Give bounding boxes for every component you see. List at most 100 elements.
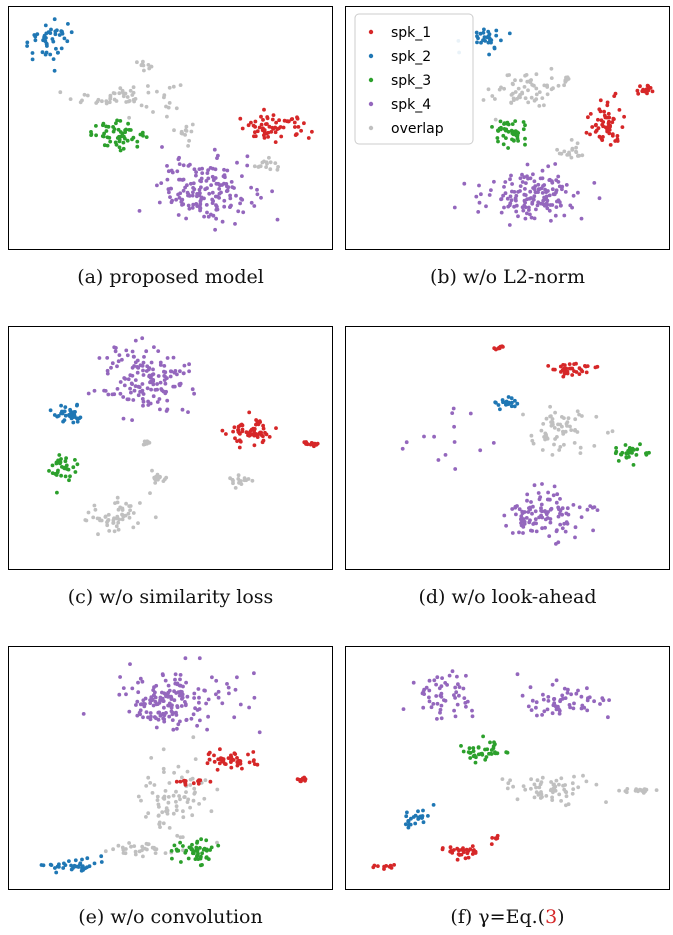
point-overlap bbox=[126, 511, 131, 516]
point-spk-4 bbox=[194, 170, 199, 175]
point-overlap bbox=[164, 104, 168, 109]
point-spk-4 bbox=[197, 193, 202, 198]
point-spk-4 bbox=[411, 680, 416, 685]
point-spk-1 bbox=[218, 747, 222, 752]
point-spk-2 bbox=[80, 857, 84, 862]
point-spk-1 bbox=[465, 851, 470, 856]
point-overlap bbox=[85, 93, 90, 98]
point-spk-4 bbox=[174, 197, 179, 202]
point-overlap bbox=[540, 795, 544, 799]
point-spk-4 bbox=[542, 203, 547, 208]
point-overlap bbox=[534, 785, 538, 790]
point-spk-3 bbox=[204, 847, 209, 852]
point-spk-2 bbox=[474, 30, 479, 35]
point-spk-4 bbox=[527, 506, 531, 510]
point-overlap bbox=[186, 797, 191, 802]
plot-frame bbox=[345, 326, 670, 570]
equation-ref-link[interactable]: 3 bbox=[545, 906, 558, 928]
point-spk-2 bbox=[504, 401, 509, 405]
point-spk-4 bbox=[564, 511, 569, 516]
point-spk-4 bbox=[501, 193, 505, 198]
point-overlap bbox=[513, 78, 517, 83]
point-overlap bbox=[571, 787, 576, 791]
point-spk-4 bbox=[162, 691, 167, 696]
plot-frame bbox=[8, 326, 333, 570]
point-spk-2 bbox=[498, 407, 502, 412]
point-spk-4 bbox=[570, 205, 574, 210]
point-spk-4 bbox=[206, 697, 211, 702]
point-spk-3 bbox=[124, 127, 128, 132]
point-overlap bbox=[184, 124, 189, 129]
point-overlap bbox=[541, 422, 546, 426]
legend-marker-spk-1 bbox=[368, 29, 374, 35]
point-spk-2 bbox=[482, 35, 487, 40]
point-spk-4 bbox=[222, 167, 226, 172]
point-spk-1 bbox=[273, 140, 278, 145]
point-spk-4 bbox=[597, 196, 602, 201]
point-spk-4 bbox=[525, 492, 530, 497]
point-spk-4 bbox=[147, 715, 152, 720]
point-overlap bbox=[82, 92, 87, 97]
point-spk-3 bbox=[468, 756, 473, 760]
point-spk-4 bbox=[515, 504, 519, 508]
point-spk-1 bbox=[585, 364, 590, 368]
point-overlap bbox=[167, 101, 172, 105]
point-spk-4 bbox=[576, 190, 580, 195]
cluster-spk-1 bbox=[584, 91, 626, 147]
point-spk-2 bbox=[62, 861, 66, 866]
cluster-spk-4 bbox=[400, 406, 496, 471]
point-spk-4 bbox=[133, 378, 138, 382]
point-spk-3 bbox=[100, 134, 105, 139]
cluster-spk-1 bbox=[220, 410, 278, 450]
point-spk-2 bbox=[43, 23, 48, 28]
point-spk-1 bbox=[240, 766, 244, 771]
point-spk-1 bbox=[249, 120, 253, 125]
point-overlap bbox=[275, 167, 280, 172]
point-spk-4 bbox=[170, 718, 175, 722]
point-overlap bbox=[131, 85, 136, 90]
point-spk-3 bbox=[67, 478, 71, 483]
point-spk-1 bbox=[590, 125, 595, 129]
point-spk-3 bbox=[499, 125, 503, 130]
point-overlap bbox=[120, 845, 125, 850]
point-spk-1 bbox=[551, 367, 556, 372]
point-spk-1 bbox=[455, 857, 460, 862]
point-spk-4 bbox=[539, 502, 544, 507]
point-spk-4 bbox=[134, 703, 138, 707]
point-spk-2 bbox=[85, 856, 90, 861]
point-spk-4 bbox=[169, 696, 174, 700]
point-spk-1 bbox=[440, 846, 445, 850]
point-spk-1 bbox=[315, 441, 320, 446]
point-spk-4 bbox=[185, 183, 189, 188]
point-spk-4 bbox=[136, 690, 141, 695]
point-overlap bbox=[157, 475, 162, 480]
point-spk-4 bbox=[162, 374, 167, 378]
point-spk-3 bbox=[193, 857, 198, 861]
point-spk-3 bbox=[63, 459, 68, 464]
point-spk-3 bbox=[614, 449, 619, 454]
cluster-overlap bbox=[136, 735, 220, 845]
point-spk-4 bbox=[197, 700, 201, 705]
point-spk-3 bbox=[123, 136, 127, 141]
point-spk-4 bbox=[477, 183, 481, 188]
point-spk-4 bbox=[158, 380, 163, 385]
panel-b: spk_1 spk_2 spk_3 spk_4 overlap bbox=[345, 6, 670, 250]
point-overlap bbox=[554, 778, 559, 783]
point-spk-1 bbox=[270, 117, 275, 122]
point-spk-2 bbox=[48, 52, 53, 57]
cluster-spk-4 bbox=[452, 162, 602, 227]
point-spk-4 bbox=[156, 349, 161, 353]
point-spk-4 bbox=[560, 187, 564, 192]
point-spk-4 bbox=[170, 712, 175, 717]
point-spk-4 bbox=[400, 446, 405, 451]
point-overlap bbox=[560, 415, 564, 419]
point-spk-4 bbox=[224, 189, 229, 194]
point-spk-2 bbox=[61, 866, 66, 870]
point-overlap bbox=[125, 95, 130, 99]
point-spk-4 bbox=[147, 373, 152, 378]
point-overlap bbox=[157, 822, 162, 826]
point-spk-4 bbox=[183, 703, 188, 708]
point-spk-4 bbox=[452, 205, 457, 210]
point-spk-4 bbox=[141, 360, 146, 365]
point-spk-4 bbox=[127, 709, 132, 714]
